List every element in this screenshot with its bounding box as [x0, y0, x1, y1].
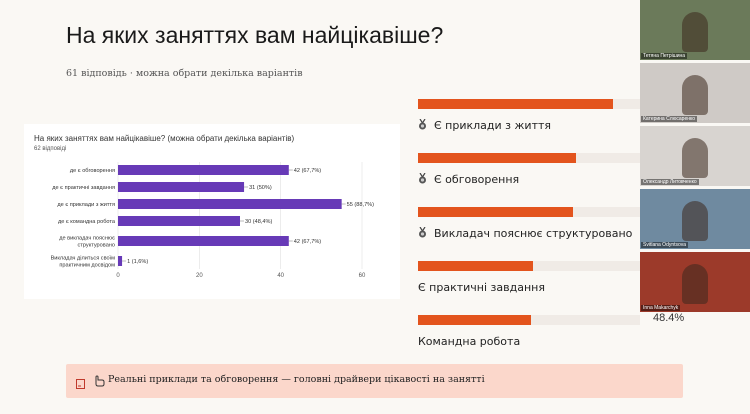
category-label: де є практичні завдання	[52, 185, 115, 191]
form-chart-card: 0 20 40 60 де є обговорення 42 (67,7%) де є пр…	[24, 124, 400, 299]
chart-response-count: 62 відповіді	[34, 146, 67, 152]
participant-avatar	[682, 138, 708, 178]
value-label: 42 (67,7%)	[294, 168, 321, 174]
result-bar-fill	[418, 99, 614, 109]
note-icon	[76, 376, 85, 394]
result-bar	[418, 261, 640, 271]
participant-video-tile[interactable]: Тетяна Петрішина	[640, 0, 750, 60]
category-label: де є обговорення	[70, 168, 115, 174]
result-bar	[418, 153, 640, 163]
value-label: 31 (50%)	[249, 185, 272, 191]
category-label: де викладач пояснює	[59, 236, 115, 242]
result-label-text: Є обговорення	[434, 173, 520, 186]
slide-title: На яких заняттях вам найцікавіше?	[66, 22, 444, 48]
bar	[118, 199, 342, 209]
participant-video-tile[interactable]: Svitlana Odyntsova	[640, 189, 750, 249]
result-bar-fill	[418, 315, 532, 325]
category-label: Викладач ділиться своїм	[51, 256, 116, 262]
category-label: де є командна робота	[58, 219, 116, 225]
participant-video-tile[interactable]: Катерина Слюсаренко	[640, 63, 750, 123]
x-tick-label: 20	[196, 273, 203, 279]
result-bar-fill	[418, 207, 574, 217]
result-label: Командна робота	[418, 335, 520, 348]
result-label: Викладач пояснює структуровано	[418, 226, 633, 240]
participant-avatar	[682, 12, 708, 52]
result-label-text: Викладач пояснює структуровано	[434, 227, 633, 240]
value-label: 30 (48,4%)	[245, 219, 272, 225]
participant-name: Inna Makarchyk	[641, 305, 681, 311]
result-bar-fill	[418, 153, 576, 163]
participant-name: Катерина Слюсаренко	[641, 116, 698, 122]
value-label: 1 (1,6%)	[127, 259, 148, 265]
x-tick-label: 0	[116, 273, 120, 279]
result-label: Є обговорення	[418, 172, 520, 186]
category-label: практичним досвідом	[59, 263, 115, 269]
result-bar	[418, 99, 640, 109]
participant-video-tile[interactable]: Олександр Литовченко	[640, 126, 750, 186]
chart-title: На яких заняттях вам найцікавіше? (можна…	[34, 134, 295, 143]
pointing-hand-icon	[94, 374, 105, 392]
x-tick-label: 60	[359, 273, 366, 279]
category-label: де є приклади з життя	[57, 202, 115, 208]
summary-banner: Реальні приклади та обговорення — головн…	[66, 364, 683, 398]
bar	[118, 236, 289, 246]
participant-avatar	[682, 75, 708, 115]
value-label: 42 (67,7%)	[294, 239, 321, 245]
bar	[118, 182, 245, 192]
participant-name: Тетяна Петрішина	[641, 53, 688, 59]
participant-video-tile[interactable]: Inna Makarchyk	[640, 252, 750, 312]
result-label: Є практичні завдання	[418, 281, 545, 294]
participant-avatar	[682, 201, 708, 241]
participant-name: Svitlana Odyntsova	[641, 242, 689, 248]
result-bar	[418, 315, 640, 325]
bar	[118, 216, 240, 226]
participant-name: Олександр Литовченко	[641, 179, 699, 185]
result-label-text: Є практичні завдання	[418, 281, 545, 294]
result-label-text: Є приклади з життя	[434, 119, 552, 132]
medal-icon	[418, 172, 427, 184]
bar	[118, 256, 123, 266]
result-bar	[418, 207, 640, 217]
participant-avatar	[682, 264, 708, 304]
result-label-text: Командна робота	[418, 335, 521, 348]
x-tick-label: 40	[277, 273, 284, 279]
banner-text: Реальні приклади та обговорення — головн…	[108, 374, 485, 385]
value-label: 55 (88,7%)	[347, 202, 374, 208]
visible-percent: 48.4%	[653, 312, 685, 324]
slide-subtitle: 61 відповідь · можна обрати декілька вар…	[66, 68, 303, 79]
result-bar-fill	[418, 261, 534, 271]
category-label: структуровано	[77, 243, 115, 249]
medal-icon	[418, 118, 427, 130]
bar	[118, 165, 289, 175]
medal-icon	[418, 226, 427, 238]
bar-chart: 0 20 40 60 де є обговорення 42 (67,7%) де є пр…	[51, 162, 374, 279]
result-label: Є приклади з життя	[418, 118, 552, 132]
